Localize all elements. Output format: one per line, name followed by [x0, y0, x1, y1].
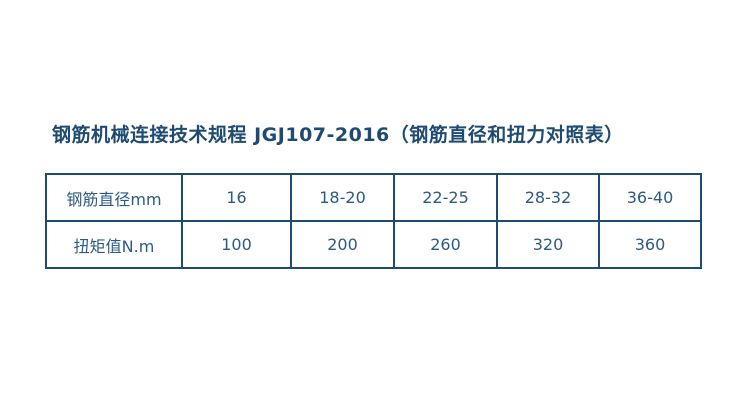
- table-cell: 100: [181, 220, 292, 269]
- table-cell: 22-25: [393, 173, 498, 222]
- table-row-diameter: 钢筋直径mm 16 18-20 22-25 28-32 36-40: [45, 173, 702, 222]
- table-cell: 18-20: [290, 173, 395, 222]
- torque-table: 钢筋直径mm 16 18-20 22-25 28-32 36-40 扭矩值N.m…: [45, 173, 702, 269]
- table-cell: 260: [393, 220, 498, 269]
- row-header: 钢筋直径mm: [45, 173, 183, 222]
- table-row-torque: 扭矩值N.m 100 200 260 320 360: [45, 220, 702, 269]
- table-cell: 200: [290, 220, 395, 269]
- page-title: 钢筋机械连接技术规程 JGJ107-2016（钢筋直径和扭力对照表）: [52, 124, 624, 146]
- table-cell: 16: [181, 173, 292, 222]
- table-cell: 28-32: [496, 173, 600, 222]
- table-cell: 320: [496, 220, 600, 269]
- table-cell: 36-40: [598, 173, 702, 222]
- table-cell: 360: [598, 220, 702, 269]
- row-header: 扭矩值N.m: [45, 220, 183, 269]
